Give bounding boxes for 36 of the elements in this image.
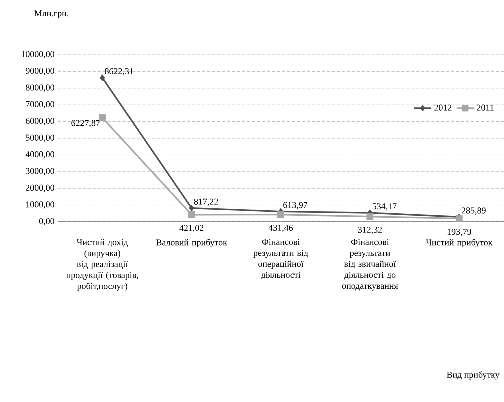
x-tick-label: Чистий прибуток — [426, 239, 493, 248]
legend-label: 2011 — [477, 104, 494, 111]
y-tick-label: 8000,00 — [26, 84, 54, 92]
x-tick-label: Валовий прибуток — [156, 239, 228, 248]
data-label: 817,22 — [194, 198, 218, 206]
y-tick-label: 4000,00 — [26, 152, 54, 159]
data-label: 193,79 — [448, 228, 472, 236]
y-tick-label: 0,00 — [39, 218, 54, 226]
y-tick-label: 2000,00 — [26, 184, 54, 192]
point — [189, 204, 194, 212]
data-label: 285,89 — [462, 208, 486, 216]
point — [366, 213, 374, 220]
data-label: 312,32 — [358, 226, 382, 234]
y-tick-label: 7000,00 — [26, 101, 54, 109]
point — [100, 74, 106, 82]
x-tick-label: Фінансові результати від операційної діяльності — [254, 239, 308, 280]
data-label: 431,46 — [268, 224, 294, 232]
data-label: 6227,87 — [72, 120, 100, 128]
y-tick-label: 1000,00 — [26, 202, 54, 209]
x-tick-label: Чистий дохід (виручка) від реалізації продукції (товарів, робіт,послуг) — [66, 239, 138, 292]
data-label: 421,02 — [180, 225, 204, 232]
x-tick-label: Фінансові результати від звичайної діяльності до оподаткування — [342, 239, 398, 291]
data-label: 534,17 — [372, 204, 397, 211]
point — [99, 114, 106, 122]
y-tick-label: 5000,00 — [26, 134, 54, 142]
text: Вид прибутку — [447, 371, 500, 380]
y-tick-label: 9000,00 — [26, 68, 54, 76]
data-label: 613,97 — [284, 202, 308, 210]
point — [278, 211, 284, 218]
data-label: 8622,31 — [105, 68, 134, 76]
y-tick-label: 6000,00 — [26, 118, 54, 126]
point — [188, 212, 196, 218]
y-tick-label: 10000,00 — [22, 51, 54, 59]
y-axis-title: Млн.грн. — [34, 10, 69, 18]
y-tick-label: 3000,00 — [26, 168, 54, 176]
legend-label: 2012 — [434, 104, 452, 111]
